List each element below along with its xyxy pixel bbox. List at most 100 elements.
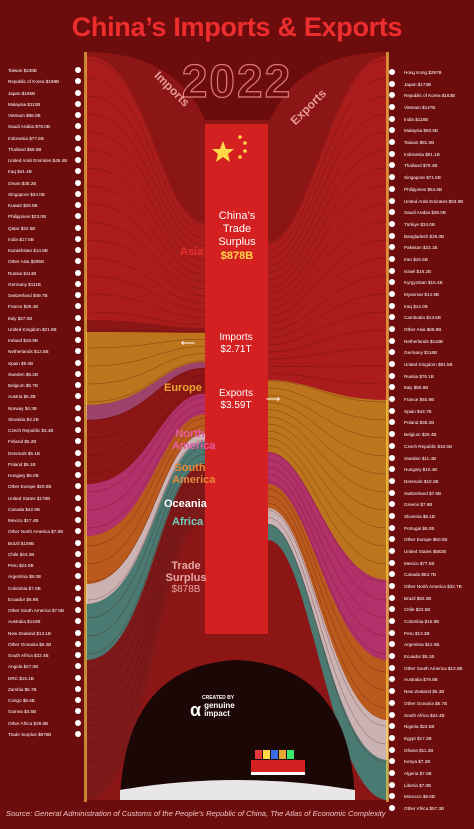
import-label-text: Italy $27.0B [8,315,33,321]
import-label: Other Europe $20.6B [8,483,81,490]
export-label: Thailand $78.4B [389,162,474,169]
import-label-text: Colombia $7.8B [8,585,41,591]
export-label: Other North America $32.7B [389,583,474,590]
country-flag-icon [75,325,81,332]
export-label-text: Other North America $32.7B [404,584,462,590]
export-flow-line [267,481,387,655]
export-flow-line [267,495,387,691]
export-label-text: Bangladesh $26.0B [404,233,445,239]
import-label-text: Netherlands $12.5B [8,349,49,355]
import-flow-line [87,95,206,239]
import-label: Argentina $8.0B [8,573,81,580]
import-label: Brazil $109B [8,539,81,546]
country-flag-icon [75,179,81,186]
country-flag-icon [75,618,81,625]
country-flag-icon [75,258,81,265]
export-label: Portugal $6.0B [389,524,474,531]
country-flag-icon [389,524,395,531]
china-center-column [205,124,268,634]
export-label: Egypt $17.2B [389,734,474,741]
import-label: Kuwait $28.5B [8,202,81,209]
export-label-text: Iraq $14.0B [404,303,428,309]
import-label-text: Germany $111B [8,281,41,287]
country-flag-icon [75,427,81,434]
export-label-text: India $118B [404,116,429,122]
import-label-text: New Zealand $13.1B [8,630,51,636]
export-label: Cambodia $13.6B [389,314,474,321]
country-flag-icon [75,337,81,344]
export-flow-line [267,131,387,274]
country-flag-icon [75,472,81,479]
country-flag-icon [75,247,81,254]
surplus-value: $878B [220,250,254,262]
trade-surplus-value: $878B [171,584,201,595]
export-band-asia [268,56,388,400]
import-label: United Arab Emirates $45.4B [8,157,81,164]
country-flag-icon [75,404,81,411]
import-label: Zambia $5.7B [8,685,81,692]
import-flow-line [87,461,206,655]
country-flag-icon [75,528,81,535]
export-label-text: Republic of Korea $163B [404,93,456,99]
import-flow-line [87,446,206,619]
import-label: Oman $36.2B [8,179,81,186]
country-flag-icon [389,314,395,321]
export-label: Nigeria $22.5B [389,723,474,730]
import-flow-line [87,403,206,511]
country-flag-icon [389,104,395,111]
import-label-text: Chile $44.3B [8,551,35,557]
country-flag-icon [75,359,81,366]
import-flow-line [87,275,206,311]
import-band-europe [86,332,205,405]
flag-small-star-icon [243,141,247,145]
exports-center-label: Exports [219,388,253,399]
export-label: Taiwan $81.6B [389,139,474,146]
import-label: Malaysia $110B [8,100,81,107]
country-flag-icon [75,134,81,141]
import-label-text: South Africa $32.4B [8,653,49,659]
country-flag-icon [75,123,81,130]
import-label-text: Ecuador $6.9B [8,596,39,602]
import-label: Other Asia $285B [8,258,81,265]
export-label-text: Italy $50.9B [404,385,429,391]
export-label-text: Chile $22.5B [404,607,431,613]
country-flag-icon [389,688,395,695]
export-label: Singapore $71.5B [389,174,474,181]
export-label: Saudi Arabia $38.0B [389,209,474,216]
export-flow-line [267,387,387,421]
country-flag-icon [75,168,81,175]
export-label-text: Poland $38.2B [404,420,435,426]
country-flag-icon [75,652,81,659]
country-flag-icon [75,67,81,73]
export-flow-line [267,459,387,601]
export-label-text: Netherlands $118B [404,338,443,344]
region-europe: Europe [164,382,202,394]
export-flow-line [267,221,387,310]
import-label-text: Mexico $17.4B [8,518,39,524]
import-flow-line [87,396,206,493]
export-label-text: Sweden $11.4B [404,455,437,461]
import-label-text: Philippines $23.0B [8,214,47,220]
country-flag-icon [389,255,395,262]
export-label-text: Russia $76.1B [404,373,434,379]
export-label-text: Cambodia $13.6B [404,315,441,321]
country-flag-icon [75,145,81,152]
country-flag-icon [389,139,395,146]
export-label: Iran $16.5B [389,255,474,262]
country-flag-icon [389,80,395,87]
export-label: Mexico $77.5B [389,559,474,566]
import-label-text: Congo $5.6B [8,698,35,704]
import-flow-line [87,360,206,403]
import-label-text: Japan $185B [8,90,36,96]
country-flag-icon [75,89,81,96]
country-flag-icon [389,396,395,403]
left-axis-bar [84,52,87,802]
region-oceania: Oceania [164,498,207,510]
country-flag-icon [75,314,81,321]
import-label-text: Canada $42.9B [8,506,40,512]
import-label: Poland $5.1B [8,460,81,467]
import-label: Congo $5.6B [8,697,81,704]
export-label: United Kingdom $81.5B [389,361,474,368]
export-label-text: South Africa $24.4B [404,712,445,718]
country-flag-icon [389,477,395,484]
